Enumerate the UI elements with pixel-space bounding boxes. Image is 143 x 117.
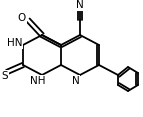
Text: N: N — [72, 76, 80, 86]
Text: O: O — [18, 13, 26, 23]
Text: HN: HN — [7, 38, 23, 48]
Text: S: S — [2, 72, 8, 82]
Text: NH: NH — [30, 76, 46, 86]
Text: O: O — [18, 13, 26, 23]
Text: N: N — [72, 76, 80, 86]
Text: S: S — [2, 71, 8, 81]
Text: N: N — [76, 0, 84, 10]
Text: NH: NH — [30, 76, 46, 86]
Text: HN: HN — [7, 38, 23, 48]
Text: N: N — [76, 0, 84, 10]
